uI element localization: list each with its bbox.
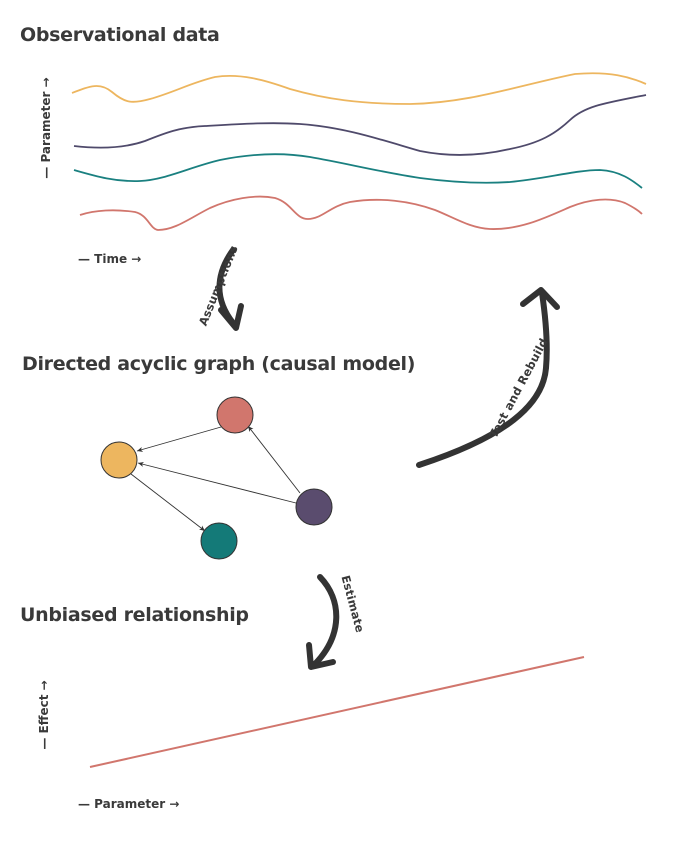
time-series-purple: [73, 94, 647, 156]
dag-node-teal: [200, 522, 238, 560]
dag-node-purple: [295, 488, 333, 526]
edge-yellow-to-teal: [130, 473, 206, 532]
estimate-arrow-head: [306, 642, 336, 670]
dag-title: Directed acyclic graph (causal model): [22, 353, 415, 375]
relationship-x-axis-label: — Parameter →: [78, 797, 179, 811]
relationship-line: [89, 656, 585, 768]
time-series-teal: [73, 153, 643, 189]
time-series-yellow: [71, 72, 647, 105]
observational-y-axis-label: — Parameter →: [39, 77, 53, 178]
assumptions-label: Assumptions: [196, 243, 241, 328]
edge-red-to-yellow: [136, 426, 222, 452]
unbiased-relationship-title: Unbiased relationship: [20, 604, 249, 626]
observational-x-axis-label: — Time →: [78, 252, 141, 266]
test-and-rebuild-arrow-head: [520, 287, 560, 310]
dag-edges: [130, 425, 301, 532]
estimate-label: Estimate: [338, 574, 367, 634]
edge-purple-to-yellow: [137, 461, 297, 504]
observational-data-title: Observational data: [20, 24, 220, 46]
assumptions-arrow-head: [218, 303, 244, 331]
dag-node-yellow: [100, 441, 138, 479]
edge-purple-to-red: [247, 425, 301, 494]
dag-node-red: [216, 396, 254, 434]
test-and-rebuild-arrow: [416, 290, 550, 468]
estimate-arrow: [312, 574, 340, 667]
relationship-y-axis-label: — Effect →: [37, 680, 51, 749]
time-series-red: [79, 195, 643, 231]
